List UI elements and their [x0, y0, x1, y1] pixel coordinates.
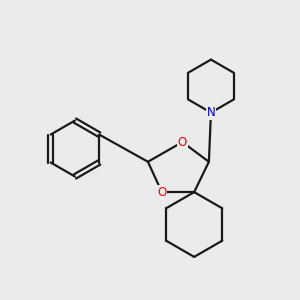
Text: O: O — [178, 136, 187, 148]
Text: N: N — [207, 106, 215, 119]
Text: O: O — [157, 186, 167, 199]
